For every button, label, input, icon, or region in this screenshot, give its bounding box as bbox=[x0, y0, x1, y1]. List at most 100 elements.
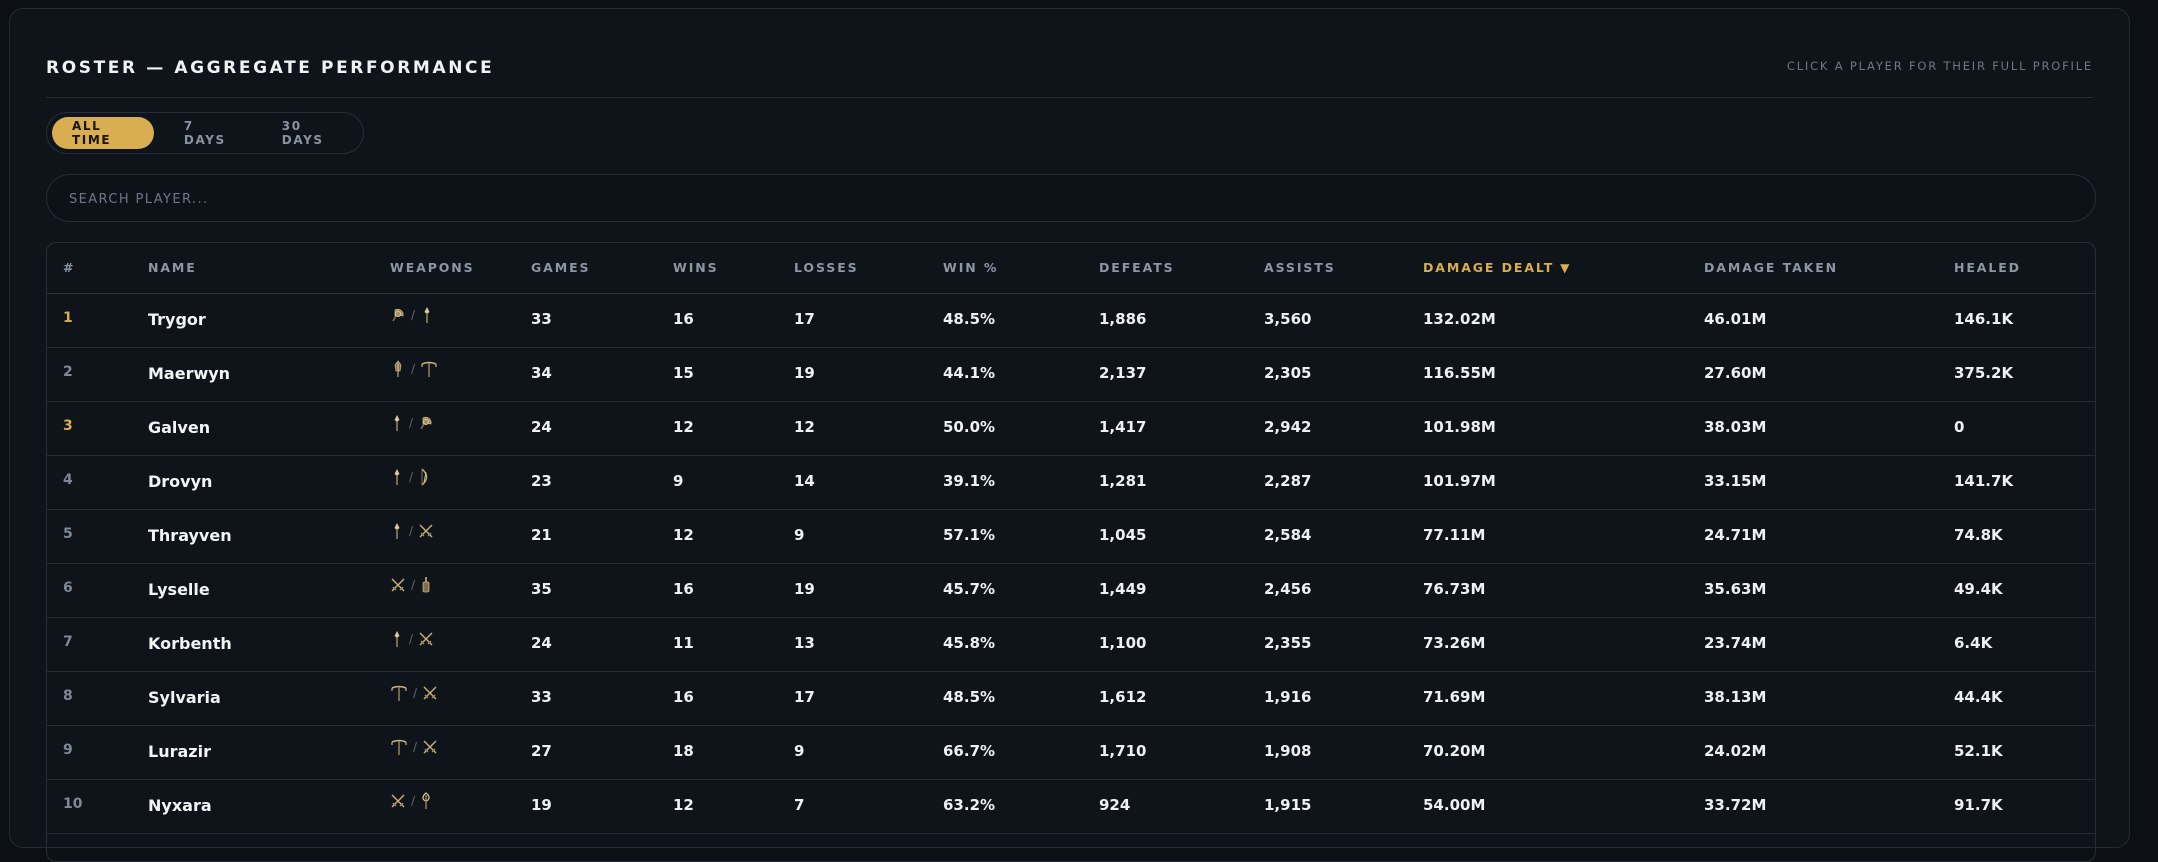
cell-wins: 12 bbox=[673, 418, 694, 436]
column-header-defeats[interactable]: DEFEATS bbox=[1099, 260, 1175, 275]
cell-rank: 8 bbox=[63, 688, 73, 704]
cell-wins: 16 bbox=[673, 688, 694, 706]
cell-name[interactable]: Trygor bbox=[148, 310, 206, 329]
cell-name[interactable]: Maerwyn bbox=[148, 364, 231, 383]
gauntlet-icon bbox=[420, 576, 432, 594]
cell-losses: 14 bbox=[794, 472, 815, 490]
cell-healed: 91.7K bbox=[1954, 796, 2003, 814]
cell-damage-taken: 46.01M bbox=[1704, 310, 1767, 328]
column-header-healed[interactable]: HEALED bbox=[1954, 260, 2021, 275]
cell-losses: 19 bbox=[794, 364, 815, 382]
table-row[interactable]: 3 Galven 24 12 12 50.0% 1,417 2,942 101.98M 38.03… bbox=[47, 401, 2095, 456]
cell-damage-taken: 27.60M bbox=[1704, 364, 1767, 382]
table-row[interactable]: 7 Korbenth 24 11 13 45.8% 1,100 2,355 73.26M 23.7… bbox=[47, 617, 2095, 672]
cell-healed: 52.1K bbox=[1954, 742, 2003, 760]
cell-wins: 18 bbox=[673, 742, 694, 760]
column-header-weapons[interactable]: WEAPONS bbox=[390, 260, 475, 275]
cell-assists: 2,456 bbox=[1264, 580, 1312, 598]
column-header-assists[interactable]: ASSISTS bbox=[1264, 260, 1336, 275]
hatchet-icon bbox=[418, 415, 434, 431]
staff-icon bbox=[420, 792, 432, 810]
cell-assists: 1,908 bbox=[1264, 742, 1312, 760]
cell-damage-taken: 24.02M bbox=[1704, 742, 1767, 760]
column-header-games[interactable]: GAMES bbox=[531, 260, 591, 275]
cell-name[interactable]: Sylvaria bbox=[148, 688, 221, 707]
table-row[interactable]: 1 Trygor 33 16 17 48.5% 1,886 3,560 132.02M 46.01… bbox=[47, 293, 2095, 348]
column-header-win-pct[interactable]: WIN % bbox=[943, 260, 999, 275]
cell-win-pct: 66.7% bbox=[943, 742, 996, 760]
cell-assists: 2,305 bbox=[1264, 364, 1312, 382]
filter-30-days-button[interactable]: 30 DAYS bbox=[281, 119, 324, 147]
cell-defeats: 1,886 bbox=[1099, 310, 1147, 328]
cell-defeats: 924 bbox=[1099, 796, 1131, 814]
column-header-damage-dealt[interactable]: DAMAGE DEALT ▼ bbox=[1423, 260, 1571, 275]
column-header-damage-taken[interactable]: DAMAGE TAKEN bbox=[1704, 260, 1839, 275]
cell-games: 24 bbox=[531, 418, 552, 436]
cell-assists: 1,916 bbox=[1264, 688, 1312, 706]
cell-healed: 44.4K bbox=[1954, 688, 2003, 706]
column-header-name[interactable]: NAME bbox=[148, 260, 197, 275]
column-header-wins[interactable]: WINS bbox=[673, 260, 719, 275]
table-row[interactable]: 2 Maerwyn 34 15 19 44.1% 2,137 2,305 116.55M 27.6… bbox=[47, 347, 2095, 402]
weapon-separator: / bbox=[413, 740, 418, 754]
cell-assists: 2,287 bbox=[1264, 472, 1312, 490]
cell-wins: 16 bbox=[673, 310, 694, 328]
cell-games: 24 bbox=[531, 634, 552, 652]
cell-damage-dealt: 76.73M bbox=[1423, 580, 1486, 598]
cell-damage-dealt: 73.26M bbox=[1423, 634, 1486, 652]
filter-all-time-button[interactable]: ALL TIME bbox=[52, 117, 154, 149]
weapon-separator: / bbox=[409, 632, 414, 646]
cell-losses: 17 bbox=[794, 688, 815, 706]
table-row[interactable]: 6 Lyselle 35 16 19 45.7% 1,449 2,456 76.73M 35.63… bbox=[47, 563, 2095, 618]
cell-rank: 9 bbox=[63, 742, 73, 758]
filter-7-days-button[interactable]: 7 DAYS bbox=[183, 119, 226, 147]
table-row[interactable]: 9 Lurazir 27 18 9 66.7% 1,710 1,908 70.20M 24.02M… bbox=[47, 725, 2095, 780]
cell-losses: 19 bbox=[794, 580, 815, 598]
cell-name[interactable]: Nyxara bbox=[148, 796, 212, 815]
cell-name[interactable]: Galven bbox=[148, 418, 211, 437]
cell-healed: 0 bbox=[1954, 418, 1965, 436]
cell-weapons: / bbox=[390, 306, 434, 324]
crossed-swords-icon bbox=[418, 523, 434, 539]
crossed-swords-icon bbox=[422, 739, 438, 755]
weapon-separator: / bbox=[411, 308, 416, 322]
cell-damage-taken: 33.72M bbox=[1704, 796, 1767, 814]
table-row[interactable]: 5 Thrayven 21 12 9 57.1% 1,045 2,584 77.11M 24.71… bbox=[47, 509, 2095, 564]
cell-name[interactable]: Thrayven bbox=[148, 526, 232, 545]
cell-name[interactable]: Lyselle bbox=[148, 580, 210, 599]
cell-weapons: / bbox=[390, 522, 434, 540]
cell-weapons: / bbox=[390, 792, 432, 810]
time-range-filter: ALL TIME 7 DAYS 30 DAYS bbox=[46, 112, 364, 154]
cell-games: 33 bbox=[531, 310, 552, 328]
cell-name[interactable]: Drovyn bbox=[148, 472, 213, 491]
cell-weapons: / bbox=[390, 630, 434, 648]
cell-damage-dealt: 71.69M bbox=[1423, 688, 1486, 706]
cell-assists: 1,915 bbox=[1264, 796, 1312, 814]
crossed-swords-icon bbox=[390, 577, 406, 593]
cell-losses: 12 bbox=[794, 418, 815, 436]
cell-damage-dealt: 101.98M bbox=[1423, 418, 1496, 436]
cell-losses: 13 bbox=[794, 634, 815, 652]
cell-damage-taken: 24.71M bbox=[1704, 526, 1767, 544]
cell-damage-dealt: 70.20M bbox=[1423, 742, 1486, 760]
cell-name[interactable]: Lurazir bbox=[148, 742, 211, 761]
spear-icon bbox=[390, 468, 404, 486]
column-header-rank[interactable]: # bbox=[63, 260, 76, 275]
cell-name[interactable]: Korbenth bbox=[148, 634, 232, 653]
cell-defeats: 1,100 bbox=[1099, 634, 1147, 652]
cell-damage-dealt: 77.11M bbox=[1423, 526, 1486, 544]
cell-damage-taken: 38.13M bbox=[1704, 688, 1767, 706]
cell-damage-dealt: 132.02M bbox=[1423, 310, 1496, 328]
column-header-losses[interactable]: LOSSES bbox=[794, 260, 859, 275]
weapon-separator: / bbox=[409, 470, 414, 484]
table-row[interactable]: 10 Nyxara 19 12 7 63.2% 924 1,915 54.00M 33.72M 91… bbox=[47, 779, 2095, 834]
table-row[interactable]: 4 Drovyn 23 9 14 39.1% 1,281 2,287 101.97M 33.15M… bbox=[47, 455, 2095, 510]
table-header: # NAME WEAPONS GAMES WINS LOSSES WIN % D… bbox=[47, 243, 2095, 294]
table-row[interactable]: 8 Sylvaria 33 16 17 48.5% 1,612 1,916 71.69M 38.1… bbox=[47, 671, 2095, 726]
search-input[interactable] bbox=[67, 175, 2071, 223]
cell-games: 23 bbox=[531, 472, 552, 490]
weapon-separator: / bbox=[411, 794, 416, 808]
cell-games: 34 bbox=[531, 364, 552, 382]
cell-assists: 2,355 bbox=[1264, 634, 1312, 652]
spear-icon bbox=[420, 306, 434, 324]
